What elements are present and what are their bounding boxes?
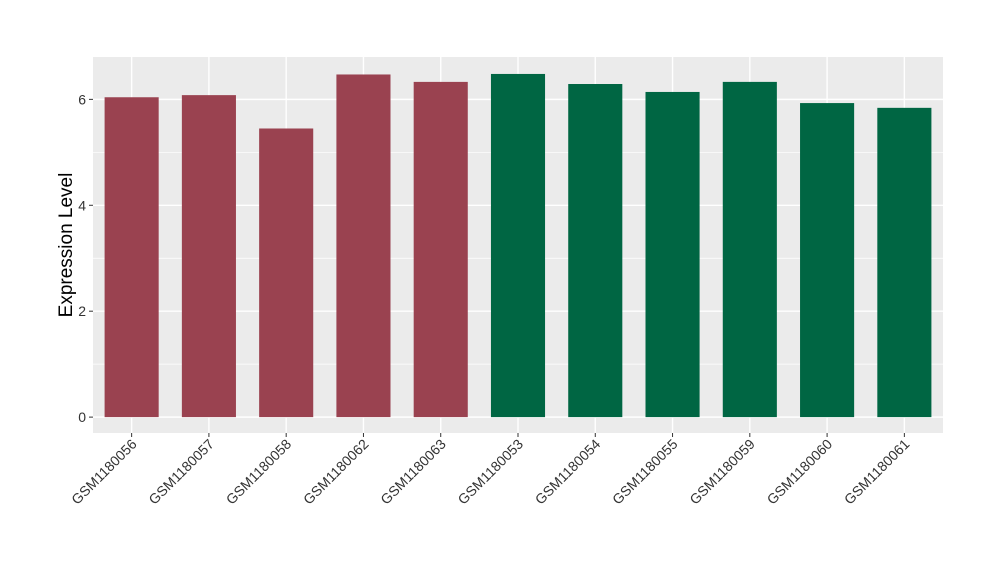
bar-GSM1180062	[336, 74, 391, 418]
x-tick-label: GSM1180058	[223, 436, 295, 508]
y-tick-label: 2	[78, 303, 86, 319]
bar-GSM1180061	[877, 107, 932, 418]
x-tick-label: GSM1180054	[532, 436, 604, 508]
y-tick-label: 6	[78, 91, 86, 107]
x-tick-label: GSM1180056	[68, 436, 140, 508]
bar-GSM1180055	[645, 91, 700, 418]
bar-GSM1180057	[181, 95, 236, 418]
x-tick-label: GSM1180055	[609, 436, 681, 508]
bar-GSM1180054	[568, 84, 623, 418]
x-tick-label: GSM1180063	[377, 436, 449, 508]
x-tick-label: GSM1180059	[686, 436, 758, 508]
x-tick-label: GSM1180053	[454, 436, 526, 508]
y-tick-label: 0	[78, 409, 86, 425]
y-tick-label: 4	[78, 197, 86, 213]
bar-GSM1180059	[722, 81, 777, 418]
x-tick-label: GSM1180060	[764, 436, 836, 508]
x-tick-label: GSM1180057	[145, 436, 217, 508]
x-axis: GSM1180056 GSM1180057 GSM1180058 GSM1180062…	[68, 433, 913, 507]
bar-GSM1180060	[800, 103, 855, 418]
bar-GSM1180056	[104, 97, 159, 418]
bar-GSM1180053	[490, 73, 546, 418]
y-axis-title: Expression Level	[56, 173, 77, 318]
bar-GSM1180063	[413, 81, 468, 418]
y-axis: 0 2 4 6	[78, 91, 93, 425]
bar-GSM1180058	[259, 128, 314, 418]
x-tick-label: GSM1180061	[841, 436, 913, 508]
bars	[104, 73, 932, 418]
x-tick-label: GSM1180062	[300, 436, 372, 508]
